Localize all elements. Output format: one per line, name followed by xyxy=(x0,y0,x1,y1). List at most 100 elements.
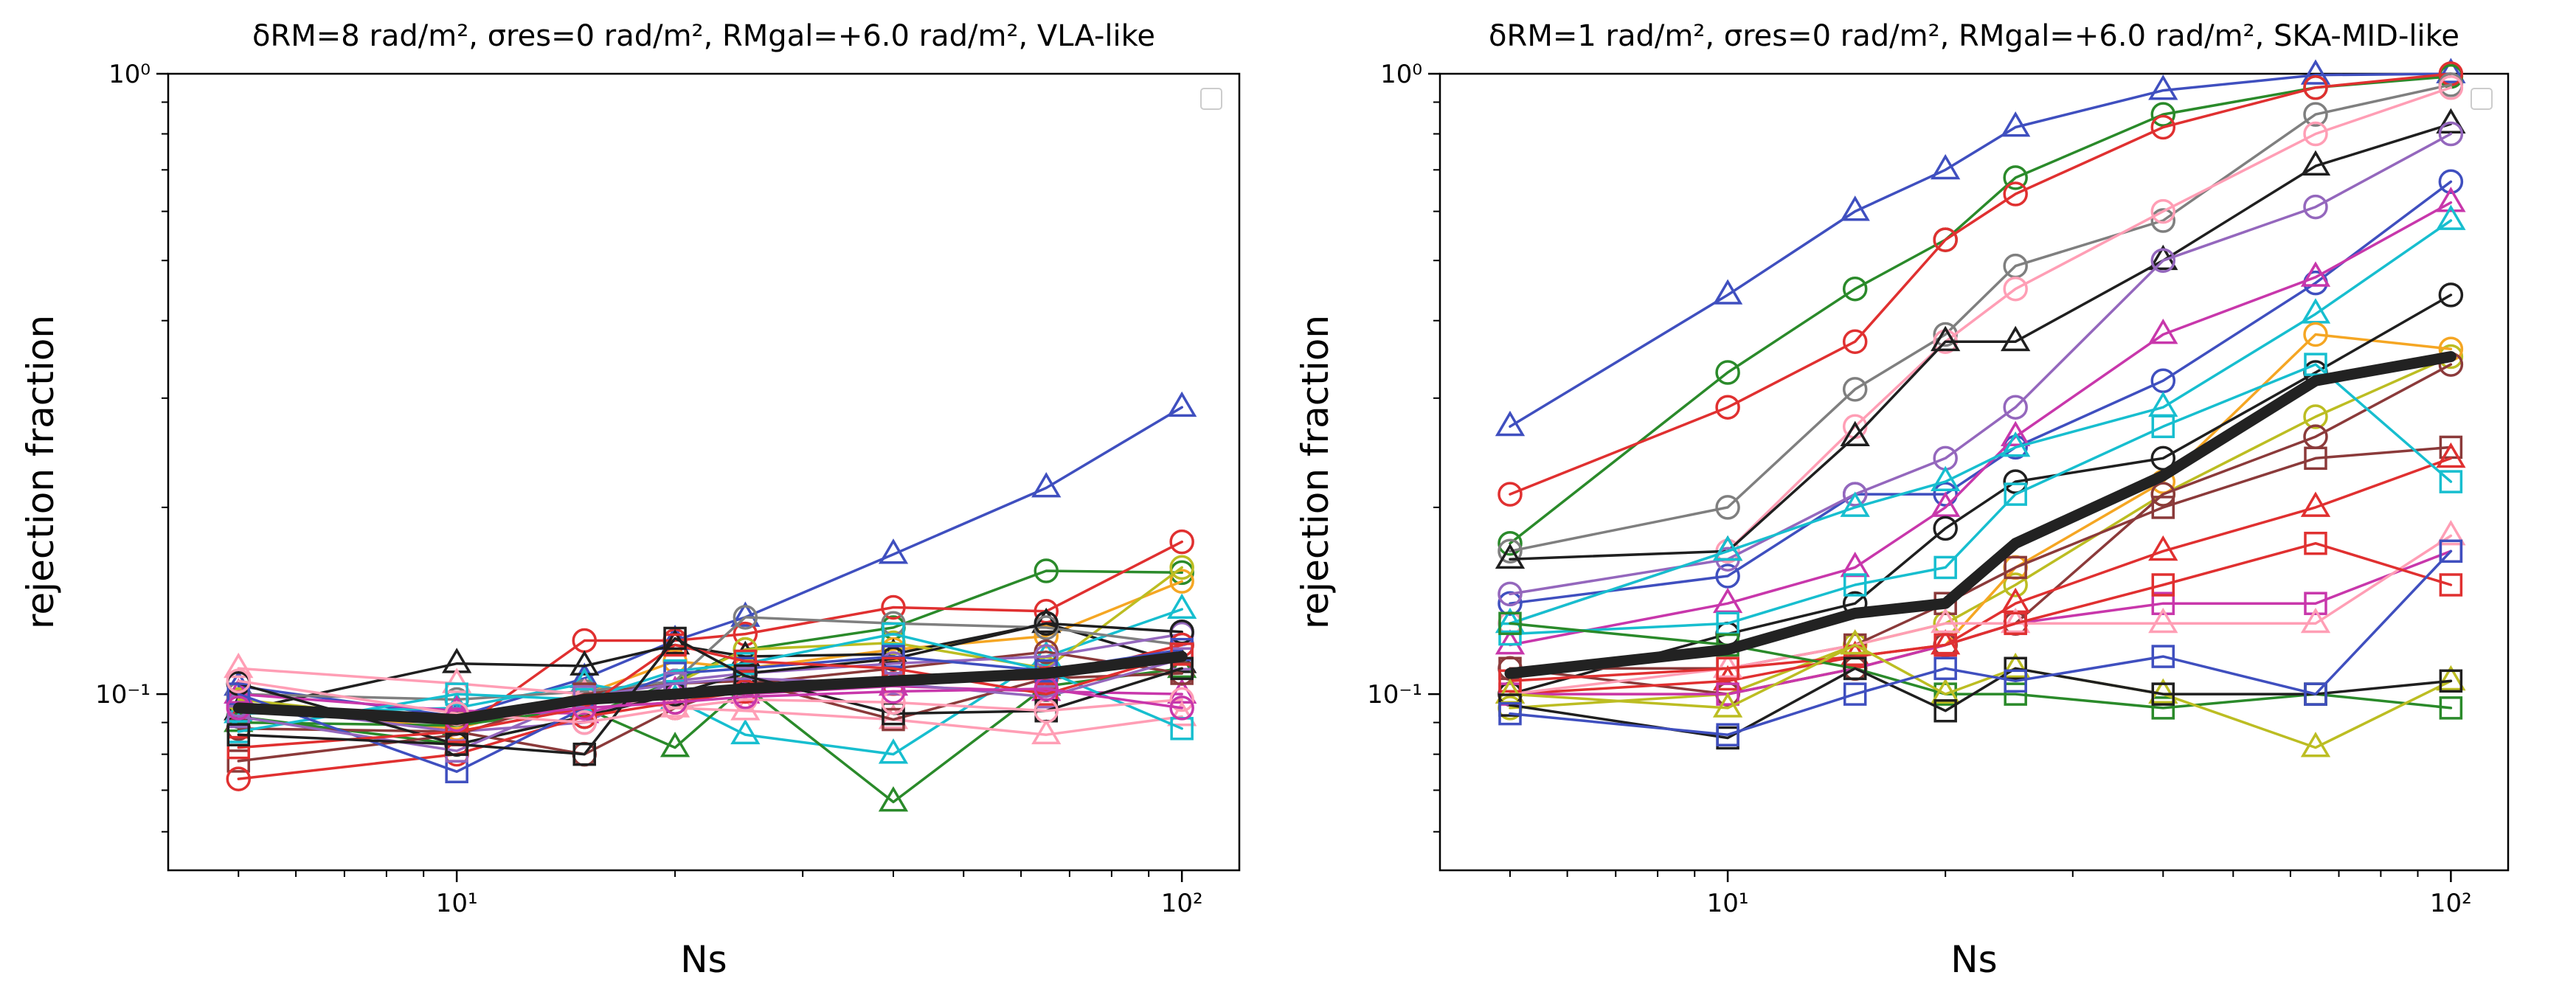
right-chart-data-point xyxy=(1840,491,1870,517)
right-chart-data-point xyxy=(1931,491,1961,517)
right-chart-series-line xyxy=(1509,363,2453,636)
right-chart-series-line xyxy=(1509,667,2453,740)
right-chart-data-point xyxy=(1498,530,1523,556)
right-chart-data-point xyxy=(2148,607,2178,634)
left-chart-data-point xyxy=(1167,652,1197,679)
right-chart-data-point xyxy=(1933,227,1958,252)
right-chart-data-point xyxy=(1715,395,1740,420)
right-chart-data-point xyxy=(2151,496,2175,519)
right-chart-data-point xyxy=(2304,531,2327,555)
left-chart-series-line xyxy=(237,648,1183,773)
right-chart-data-point xyxy=(2148,318,2178,344)
right-chart-data-point xyxy=(1498,701,1522,726)
right-chart-data-point xyxy=(2436,442,2466,468)
right-chart-data-point xyxy=(1716,682,1739,706)
right-chart-data-point xyxy=(2003,395,2028,420)
right-chart-data-point xyxy=(2438,169,2464,195)
right-chart-mean-line xyxy=(1504,351,2456,679)
right-chart-data-point xyxy=(2001,431,2031,457)
right-chart-data-point xyxy=(1498,611,1522,636)
left-chart-data-point xyxy=(878,785,909,812)
left-chart-data-point xyxy=(1033,623,1059,649)
left-chart-data-point xyxy=(1031,718,1062,745)
left-chart-series-line xyxy=(237,667,1183,736)
right-chart-data-point xyxy=(1843,656,1867,681)
left-chart-data-point xyxy=(569,650,600,676)
right-chart-data-point xyxy=(1931,153,1961,180)
left-chart-series-line xyxy=(237,657,1183,752)
right-chart-data-point xyxy=(2003,276,2028,302)
right-chart-data-point xyxy=(1842,329,1868,354)
right-chart-data-point xyxy=(2150,198,2176,224)
right-chart-data-point xyxy=(2303,322,2328,347)
right-chart-data-point xyxy=(2438,282,2464,308)
left-chart-x-tick-label: 10¹ xyxy=(436,889,478,918)
right-chart-data-point xyxy=(1495,410,1526,437)
right-chart-data-point xyxy=(2300,261,2331,287)
right-chart-ylabel: rejection fraction xyxy=(1294,315,1337,629)
left-chart-y-tick-label: 10⁰ xyxy=(108,60,150,89)
right-chart-data-point xyxy=(1840,420,1870,446)
right-chart-series-line xyxy=(1509,294,2453,696)
left-chart-data-point xyxy=(572,742,597,766)
right-chart-data-point xyxy=(1716,656,1739,681)
right-chart-data-point xyxy=(2436,204,2466,230)
left-chart-legend-box xyxy=(1200,88,1222,110)
right-chart-data-point xyxy=(1933,698,1957,723)
right-chart-data-point xyxy=(2304,592,2327,615)
left-chart-data-point xyxy=(226,766,252,791)
left-chart-data-point xyxy=(733,605,758,630)
right-chart-series-s2 xyxy=(1498,63,2464,556)
right-chart-data-point xyxy=(2436,519,2466,546)
left-chart-data-point xyxy=(442,667,472,693)
left-chart-data-point xyxy=(445,732,468,756)
right-chart-data-point xyxy=(2004,682,2027,706)
right-chart-series-s23 xyxy=(1498,656,2463,750)
right-chart-data-point xyxy=(1933,516,1958,541)
left-chart-data-point xyxy=(1167,701,1197,726)
left-chart-ticks: 10¹ 10² 10⁻¹ 10⁰ xyxy=(95,60,1202,918)
right-chart-data-point xyxy=(1842,482,1868,507)
left-chart-data-point xyxy=(445,682,468,706)
right-chart-data-point xyxy=(2300,150,2331,176)
right-chart-data-point xyxy=(2148,535,2178,561)
right-chart-data-point xyxy=(2439,470,2463,493)
right-chart-data-point xyxy=(1933,555,1957,580)
right-chart-data-point xyxy=(2003,469,2028,494)
right-chart-data-point xyxy=(2439,539,2463,563)
right-chart-data-point xyxy=(1840,195,1870,221)
left-chart-data-point xyxy=(878,738,909,764)
right-chart-data-point xyxy=(2436,58,2466,83)
right-chart-data-point xyxy=(1931,465,1961,492)
left-chart-data-point xyxy=(572,710,598,735)
right-chart-data-point xyxy=(1842,276,1868,302)
right-chart-data-point xyxy=(1712,279,1743,305)
right-chart-data-point xyxy=(1933,482,1958,507)
left-chart-series-line xyxy=(237,616,1183,701)
left-chart-data-point xyxy=(730,718,761,745)
right-chart-data-point xyxy=(2001,325,2031,352)
right-chart-series-s10 xyxy=(1495,204,2466,634)
right-chart-data-point xyxy=(1715,360,1740,385)
right-chart-data-point xyxy=(1933,682,1957,706)
right-chart-series xyxy=(1495,58,2466,757)
right-chart-data-point xyxy=(1843,682,1867,706)
right-chart-data-point xyxy=(1712,692,1743,718)
right-chart-data-point xyxy=(2148,74,2178,100)
right-chart-data-point xyxy=(1933,633,1957,657)
left-chart-data-point xyxy=(1169,569,1194,594)
right-chart-data-point xyxy=(1495,629,1526,655)
right-chart-data-point xyxy=(1498,538,1523,564)
right-chart-data-point xyxy=(2150,248,2176,273)
right-chart-xlabel: Ns xyxy=(1950,938,1997,981)
right-chart-data-point xyxy=(2303,74,2328,100)
right-chart-series-line xyxy=(1509,122,2453,561)
left-chart-data-point xyxy=(226,735,251,760)
right-chart-data-point xyxy=(1712,587,1743,614)
right-chart-data-point xyxy=(1498,482,1523,507)
left-chart-panel: δRM=8 rad/m², σres=0 rad/m², RMgal=+6.0 … xyxy=(19,19,1241,981)
left-chart-data-point xyxy=(226,723,251,746)
right-chart-data-point xyxy=(1931,678,1961,704)
right-chart-data-point xyxy=(2150,114,2176,140)
